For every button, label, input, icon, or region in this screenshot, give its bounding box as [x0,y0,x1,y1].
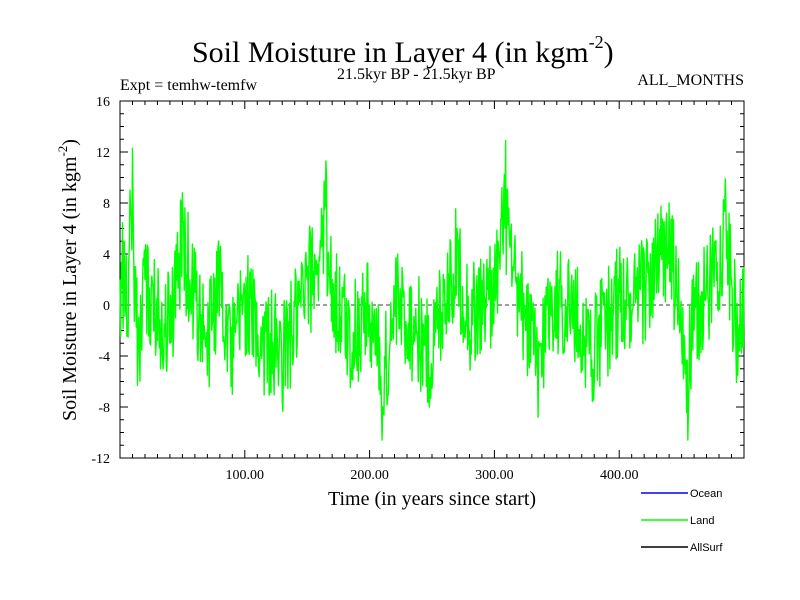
subtitle-left: Expt = temhw-temfw [120,77,257,94]
x-tick-label: 400.00 [600,468,639,483]
legend-label-ocean: Ocean [690,488,722,500]
y-tick-label: -12 [91,452,110,467]
y-tick-label: -4 [98,350,110,365]
x-tick-label: 200.00 [350,468,389,483]
legend-label-allsurf: AllSurf [690,542,723,554]
subtitle-center: 21.5kyr BP - 21.5kyr BP [337,66,496,83]
subtitle-right: ALL_MONTHS [637,72,744,89]
y-tick-label: 16 [96,95,110,110]
x-axis-label: Time (in years since start) [328,488,536,510]
y-tick-label: 4 [103,248,110,263]
y-tick-label: 0 [103,299,110,314]
y-tick-label: 8 [103,197,110,212]
plot-area [119,100,745,459]
tick-marks [119,100,745,459]
title-group: Soil Moisture in Layer 4 (in kgm-2) Expt… [120,32,744,94]
y-tick-label: -8 [98,401,110,416]
series-line-land [119,139,745,441]
x-tick-labels: 100.00 200.00 300.00 400.00 [226,468,639,483]
x-tick-label: 300.00 [475,468,514,483]
legend-label-land: Land [690,515,714,527]
chart-title: Soil Moisture in Layer 4 (in kgm-2) [192,32,614,69]
x-tick-label: 100.00 [226,468,265,483]
legend: Ocean Land AllSurf [641,488,723,554]
y-axis-label: Soil Moisture in Layer 4 (in kgm-2) [55,139,81,421]
y-tick-labels: 16 12 8 4 0 -4 -8 -12 [91,95,110,467]
y-tick-label: 12 [96,146,110,161]
